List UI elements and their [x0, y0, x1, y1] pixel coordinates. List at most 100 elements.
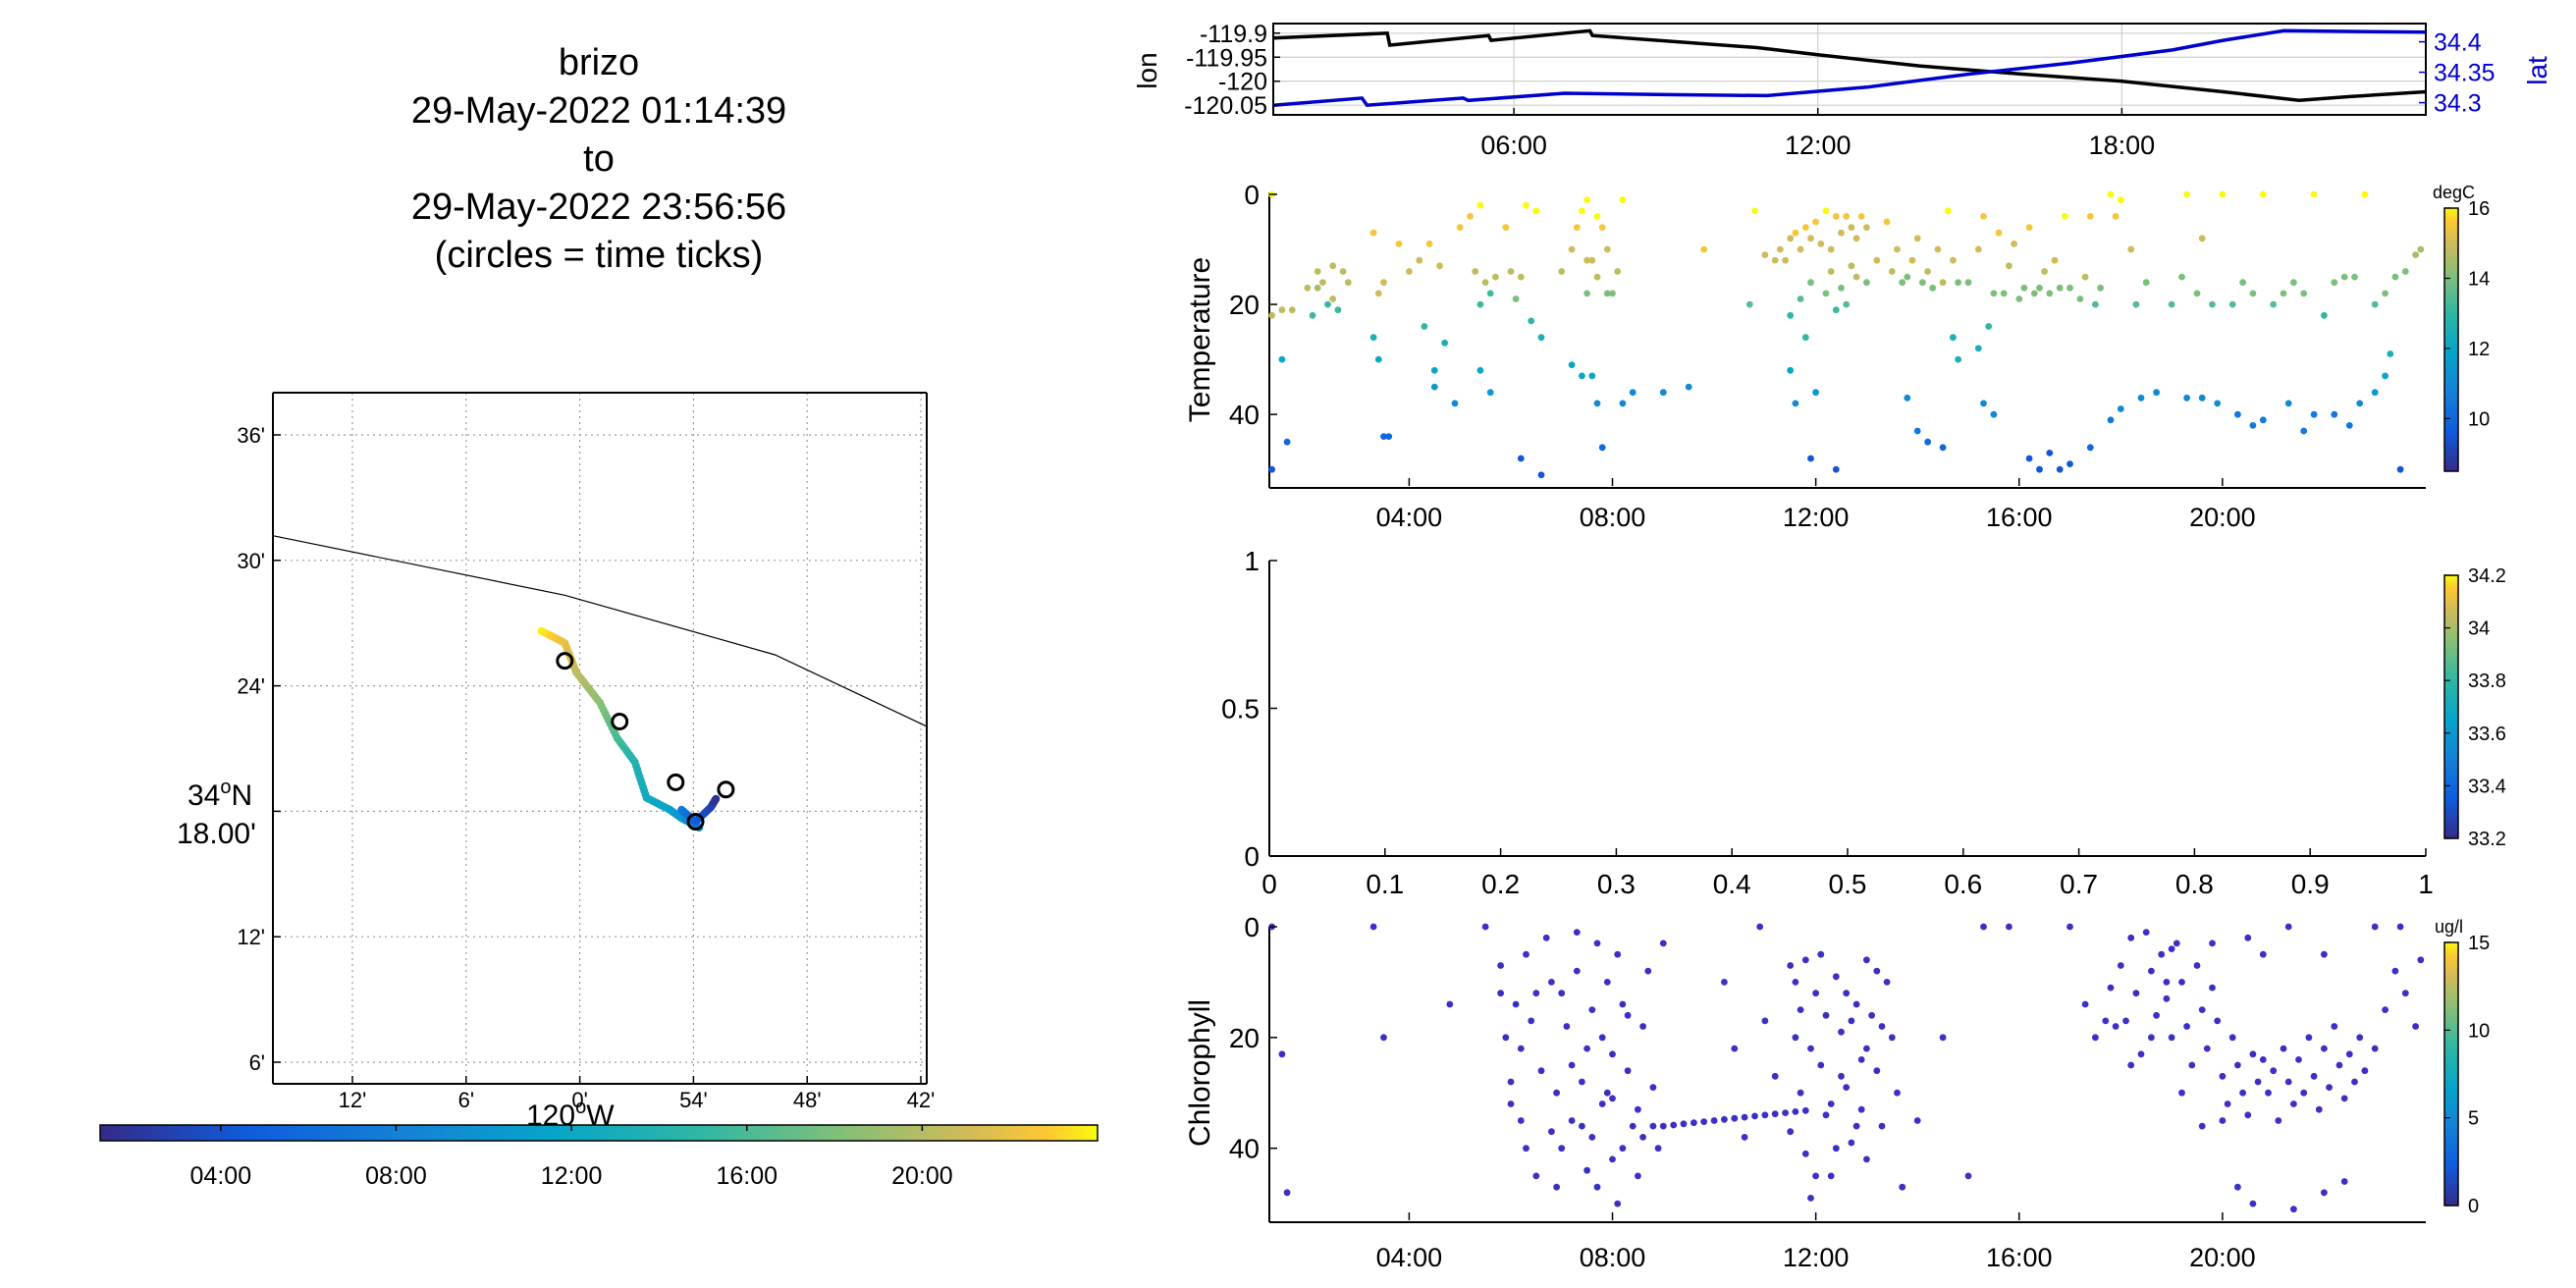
- chlorophyll-point: [2265, 1089, 2272, 1097]
- temperature-point: [1944, 207, 1952, 215]
- temperature-point: [2020, 284, 2028, 292]
- salinity-y-tick-label: 1: [1244, 546, 1260, 576]
- temperature-point: [2345, 422, 2353, 429]
- chlorophyll-point: [1857, 1056, 1865, 1063]
- map-x-ticks: 12' 6' 0' 54' 48' 42': [339, 1076, 935, 1112]
- temperature-point: [1329, 295, 1337, 302]
- chlorophyll-point: [1517, 1117, 1525, 1124]
- chlorophyll-point: [2335, 1061, 2343, 1069]
- temperature-point: [2036, 284, 2043, 292]
- temperature-point: [1913, 427, 1921, 435]
- chlorophyll-point: [1801, 1150, 1809, 1157]
- temperature-point: [1614, 268, 1622, 275]
- temperature-point: [1832, 306, 1840, 314]
- chlorophyll-point: [1690, 1119, 1697, 1127]
- temperature-point: [2117, 405, 2124, 412]
- chlorophyll-point: [2117, 962, 2124, 969]
- chlorophyll-point: [1639, 1023, 1646, 1030]
- temperature-point: [2051, 256, 2059, 264]
- chlorophyll-point: [1827, 1172, 1835, 1180]
- temperature-point: [1324, 300, 1331, 308]
- temperature-point: [1486, 290, 1494, 297]
- chlorophyll-point: [1593, 939, 1601, 947]
- temperature-point: [1812, 389, 1819, 397]
- temperature-point: [1502, 224, 1510, 232]
- chlorophyll-point: [1523, 950, 1530, 958]
- temperature-point: [2290, 279, 2297, 287]
- temperature-point: [1934, 245, 1942, 253]
- chlorophyll-point: [2310, 1072, 2318, 1080]
- temperature-point: [1980, 213, 1987, 220]
- chlorophyll-point: [2249, 1050, 2257, 1058]
- salinity-x-tick-label: 0.2: [1481, 869, 1520, 899]
- temperature-point: [1598, 444, 1606, 452]
- chlorophyll-point: [1548, 1128, 1555, 1136]
- chlorophyll-point: [1817, 1061, 1825, 1069]
- chlorophyll-point: [1603, 1089, 1611, 1097]
- temperature-point: [2356, 400, 2364, 407]
- chlorophyll-point: [1624, 1067, 1632, 1075]
- temperature-point: [1852, 235, 1860, 242]
- temperature-point: [1899, 279, 1906, 287]
- temperature-point: [1456, 224, 1464, 232]
- temperature-point: [2127, 245, 2135, 253]
- map-y-tick-label: 6': [249, 1050, 265, 1075]
- temperature-x-tick-label: 20:00: [2189, 503, 2256, 532]
- temperature-point: [2234, 410, 2241, 418]
- salinity-colorbar-tick-label: 33.8: [2468, 671, 2506, 692]
- temperature-colorbar-ticks: 16 14 12 10: [2444, 198, 2490, 430]
- temperature-point: [2056, 284, 2064, 292]
- temperature-point: [2371, 389, 2379, 397]
- time-tick-circle: [556, 652, 574, 671]
- temperature-point: [1430, 383, 1438, 391]
- temperature-point: [1579, 207, 1585, 215]
- chlorophyll-point: [2249, 1200, 2257, 1208]
- chlorophyll-point: [1659, 1122, 1667, 1130]
- lat-label-bottom: 18.00': [177, 818, 256, 850]
- chlorophyll-point: [1553, 1089, 1560, 1097]
- chlorophyll-point: [1614, 950, 1622, 958]
- temperature-point: [2006, 262, 2012, 270]
- title-block: brizo 29-May-2022 01:14:39 to 29-May-202…: [324, 39, 874, 280]
- temperature-point: [2401, 268, 2409, 275]
- temperature-point: [1268, 311, 1275, 319]
- salinity-colorbar: [2443, 574, 2459, 839]
- salinity-x-tick-label: 0.6: [1944, 869, 1982, 899]
- chlorophyll-point: [2066, 923, 2073, 931]
- temperature-x-tick-label: 16:00: [1986, 503, 2053, 532]
- temperature-point: [1619, 196, 1627, 204]
- temperature-point: [1863, 279, 1870, 287]
- temperature-point: [1939, 444, 1947, 452]
- temperature-point: [1629, 389, 1637, 397]
- lat-y-tick-label: 34.3: [2434, 90, 2482, 118]
- temperature-point: [1288, 306, 1296, 314]
- temperature-point: [1532, 207, 1540, 215]
- chlorophyll-point: [1801, 956, 1809, 964]
- chlorophyll-point: [2244, 1111, 2252, 1119]
- chlorophyll-point: [2259, 1056, 2267, 1063]
- temperature-point: [2041, 268, 2049, 275]
- to-label: to: [583, 138, 615, 180]
- chlorophyll-point: [1537, 1067, 1545, 1075]
- temperature-point: [2259, 416, 2267, 424]
- chlorophyll-point: [1980, 923, 1987, 931]
- temperature-point: [1873, 256, 1881, 264]
- chlorophyll-point: [1629, 1122, 1637, 1130]
- temperature-point: [2025, 455, 2033, 462]
- chlorophyll-point: [2351, 1078, 2358, 1086]
- chlorophyll-point: [2321, 950, 2328, 958]
- temperature-point: [1593, 213, 1601, 220]
- map-x-tick-label: 0': [571, 1088, 587, 1112]
- temperature-point: [1603, 290, 1611, 297]
- temperature-colorbar-unit: degC: [2433, 183, 2475, 202]
- chlorophyll-point: [1512, 1000, 1520, 1008]
- chlorophyll-point: [2153, 1011, 2161, 1019]
- temperature-point: [2209, 300, 2216, 308]
- salinity-colorbar-tick-label: 33.6: [2468, 724, 2506, 745]
- chlorophyll-point: [2321, 1189, 2328, 1197]
- temperature-point: [1955, 355, 1961, 363]
- temperature-point: [1787, 235, 1795, 242]
- temperature-point: [1751, 207, 1758, 215]
- chlorophyll-point: [1644, 967, 1652, 975]
